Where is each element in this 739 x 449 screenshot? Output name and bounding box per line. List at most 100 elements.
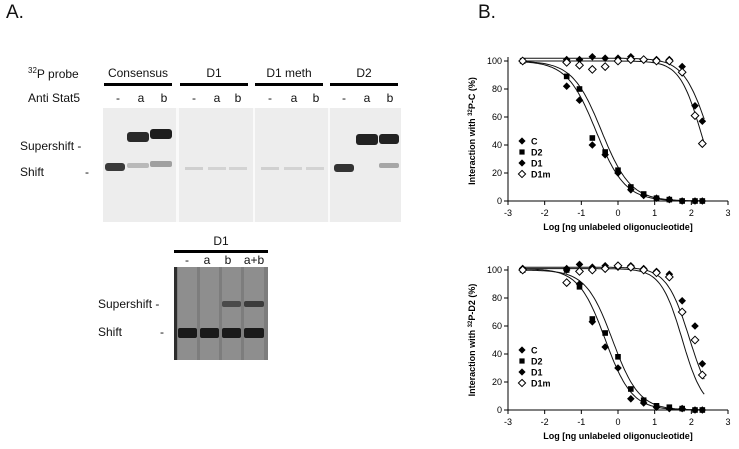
lane-label: a bbox=[290, 91, 298, 105]
x-tick-label: 2 bbox=[689, 208, 694, 218]
data-point-d2 bbox=[699, 198, 706, 204]
x-tick-label: 1 bbox=[652, 208, 657, 218]
lane-label: - bbox=[268, 91, 272, 105]
gel-image-inset bbox=[174, 267, 268, 360]
y-tick-label: 100 bbox=[487, 56, 502, 66]
data-point-d2 bbox=[666, 196, 673, 203]
gel-band-shift bbox=[200, 328, 219, 338]
data-point-d2 bbox=[640, 397, 647, 403]
data-point-d2 bbox=[615, 167, 621, 173]
data-point-d2 bbox=[692, 198, 698, 204]
gel-band-shift bbox=[222, 328, 241, 338]
y-tick-label: 60 bbox=[492, 112, 502, 122]
data-point-d1 bbox=[601, 54, 609, 62]
data-point-d2 bbox=[666, 404, 673, 410]
fit-curve-d2 bbox=[520, 269, 705, 411]
data-point-d2 bbox=[628, 386, 634, 392]
data-point-d2 bbox=[576, 284, 583, 290]
probe-group-d1-meth: D1 meth bbox=[266, 66, 312, 80]
x-tick-label: -2 bbox=[541, 417, 549, 427]
gel-band-supershift bbox=[356, 134, 378, 145]
data-point-d1m bbox=[651, 56, 662, 66]
legend-label-d1m: D1m bbox=[531, 379, 551, 389]
data-point-d2 bbox=[628, 184, 634, 190]
probe-group-d2: D2 bbox=[356, 66, 372, 80]
data-point-d2 bbox=[589, 135, 596, 141]
data-point-d1m bbox=[562, 278, 572, 288]
gel-image-main bbox=[103, 108, 401, 222]
x-tick-label: 0 bbox=[615, 417, 620, 427]
y-tick-label: 0 bbox=[497, 405, 502, 415]
y-tick-label: 100 bbox=[487, 265, 502, 275]
inset-shift-dash: - bbox=[160, 325, 164, 339]
data-point-d2 bbox=[692, 407, 698, 413]
inset-group-d1: D1 bbox=[213, 234, 229, 248]
x-tick-label: -3 bbox=[504, 208, 512, 218]
y-tick-label: 80 bbox=[492, 84, 502, 94]
y-axis-label: Interaction with 32P-C (%) bbox=[467, 77, 477, 185]
data-point-d1m bbox=[639, 265, 649, 275]
probe-bar-d1-meth bbox=[255, 83, 323, 86]
lane-label: b bbox=[312, 91, 320, 105]
shift-label: Shift bbox=[20, 165, 45, 179]
gel-edge bbox=[174, 267, 177, 360]
x-tick-label: 2 bbox=[689, 417, 694, 427]
fit-curve-d1 bbox=[520, 266, 705, 380]
y-tick-label: 40 bbox=[492, 349, 502, 359]
data-point-d2 bbox=[602, 149, 608, 155]
lane-label: - bbox=[342, 91, 346, 105]
fit-curve-d1m bbox=[520, 60, 705, 144]
data-point-d2 bbox=[653, 403, 660, 409]
gel-band-shift-faint bbox=[127, 163, 149, 168]
panel-a-label: A. bbox=[6, 2, 24, 23]
inset-lane-label: - bbox=[185, 253, 189, 267]
data-point-d2 bbox=[640, 191, 647, 197]
legend-label-d2: D2 bbox=[531, 357, 543, 367]
data-point-d1 bbox=[678, 297, 686, 305]
fit-curve-d1m bbox=[520, 268, 705, 395]
data-point-d1m bbox=[639, 55, 649, 65]
gel-band-supershift bbox=[150, 129, 172, 139]
data-point-d1 bbox=[678, 62, 686, 71]
data-point-d2 bbox=[699, 407, 706, 413]
y-tick-label: 0 bbox=[497, 196, 502, 206]
gel-band-trace bbox=[284, 167, 302, 170]
data-point-c bbox=[588, 141, 597, 149]
data-point-d1 bbox=[698, 117, 707, 125]
data-point-d1m bbox=[562, 57, 572, 67]
data-point-d1m bbox=[574, 266, 585, 276]
gel-band-supershift bbox=[244, 301, 264, 307]
legend-label-d1: D1 bbox=[531, 368, 543, 378]
data-point-d1m bbox=[690, 335, 700, 345]
data-point-d2 bbox=[679, 198, 685, 204]
lane-label: a bbox=[363, 91, 371, 105]
y-tick-label: 60 bbox=[492, 321, 502, 331]
gel-band-supershift bbox=[379, 134, 399, 144]
gel-splice-line bbox=[253, 108, 255, 222]
fit-curve-d2 bbox=[520, 61, 705, 202]
data-point-c bbox=[601, 343, 609, 351]
data-point-d1m bbox=[677, 67, 687, 77]
gel-band-shift bbox=[105, 163, 125, 171]
lane-label: a bbox=[213, 91, 221, 105]
data-point-d2 bbox=[576, 86, 583, 92]
x-axis-label: Log [ng unlabeled oligonucleotide] bbox=[543, 222, 693, 232]
data-point-d1m bbox=[518, 265, 528, 275]
data-point-d1m bbox=[664, 272, 674, 282]
legend-marker-c bbox=[518, 137, 526, 145]
gel-band-trace bbox=[261, 167, 279, 170]
legend-marker-d1m bbox=[517, 169, 527, 179]
x-tick-label: -3 bbox=[504, 417, 512, 427]
probe-group-consensus: Consensus bbox=[107, 66, 169, 80]
probe-bar-d2 bbox=[330, 83, 398, 86]
x-tick-label: 3 bbox=[725, 417, 730, 427]
legend-marker-d2 bbox=[519, 149, 525, 155]
gel-band-trace bbox=[208, 167, 226, 170]
y-axis-label: Interaction with 32P-D2 (%) bbox=[467, 284, 477, 397]
lane-label: b bbox=[386, 91, 394, 105]
lane-label: - bbox=[192, 91, 196, 105]
inset-shift-label: Shift bbox=[98, 325, 123, 339]
fit-curve-c bbox=[520, 61, 705, 202]
data-point-d1m bbox=[613, 56, 623, 66]
